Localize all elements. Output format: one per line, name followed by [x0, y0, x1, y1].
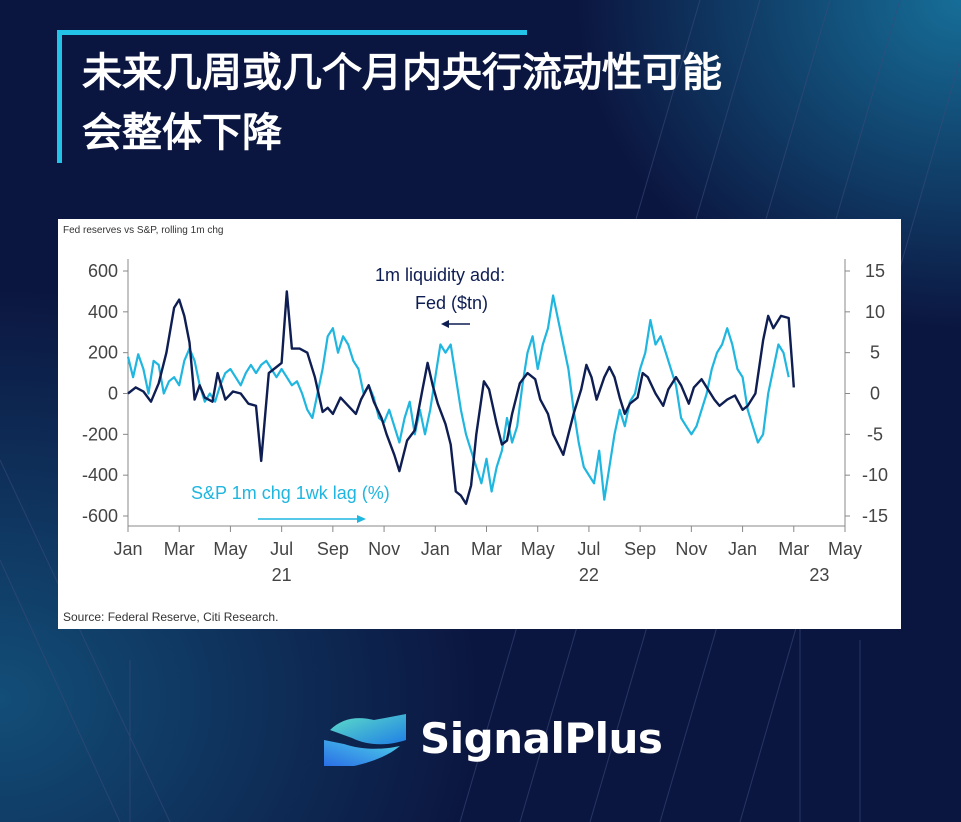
left-tick-label: 600	[88, 261, 118, 281]
left-tick-label: 0	[108, 384, 118, 404]
x-tick-label: Jan	[421, 539, 450, 559]
headline-accent-vbar	[57, 30, 62, 163]
sp-change-line	[126, 294, 790, 501]
left-tick-label: -600	[82, 506, 118, 526]
sp-annotation: S&P 1m chg 1wk lag (%)	[191, 483, 390, 503]
x-tick-label: Jul	[577, 539, 600, 559]
x-tick-label: Jul	[270, 539, 293, 559]
signalplus-logo-icon	[324, 714, 406, 766]
x-tick-label: Sep	[317, 539, 349, 559]
fed-arrowhead	[441, 320, 449, 328]
chart-panel: Fed reserves vs S&P, rolling 1m chg Sour…	[58, 219, 901, 629]
right-tick-label: -15	[862, 506, 888, 526]
headline-line-1: 未来几周或几个月内央行流动性可能	[82, 50, 722, 96]
fed-annotation-line1: 1m liquidity add:	[375, 265, 505, 285]
x-tick-label: Sep	[624, 539, 656, 559]
headline-accent-bar	[57, 30, 527, 35]
x-tick-label: Mar	[778, 539, 809, 559]
right-tick-label: -5	[867, 424, 883, 444]
chart-axes: 600 400 200 0 -200 -400 -600 15 10 5 0 -5 -10 -15 Jan M…	[82, 259, 888, 585]
chart-annotations: 1m liquidity add: Fed ($tn) S&P 1m chg 1…	[191, 265, 505, 523]
left-tick-label: 400	[88, 302, 118, 322]
year-label: 22	[579, 565, 599, 585]
fed-liquidity-line	[127, 290, 795, 505]
headline-line-2: 会整体下降	[82, 110, 282, 156]
left-tick-label: 200	[88, 343, 118, 363]
right-tick-label: 0	[870, 384, 880, 404]
x-tick-label: Mar	[471, 539, 502, 559]
right-tick-label: -10	[862, 465, 888, 485]
chart-lines	[126, 290, 795, 505]
headline: 未来几周或几个月内央行流动性可能 会整体下降	[82, 43, 882, 163]
right-tick-label: 5	[870, 343, 880, 363]
left-tick-label: -200	[82, 424, 118, 444]
left-tick-label: -400	[82, 465, 118, 485]
chart: Fed reserves vs S&P, rolling 1m chg Sour…	[63, 225, 888, 624]
right-tick-label: 15	[865, 261, 885, 281]
x-tick-label: Nov	[368, 539, 400, 559]
fed-annotation-line2: Fed ($tn)	[415, 293, 488, 313]
year-label: 23	[809, 565, 829, 585]
x-tick-label: May	[521, 539, 555, 559]
year-label: 21	[272, 565, 292, 585]
x-tick-label: Nov	[675, 539, 707, 559]
chart-source: Source: Federal Reserve, Citi Research.	[63, 610, 278, 624]
sp-arrowhead	[357, 515, 366, 523]
x-tick-label: May	[828, 539, 862, 559]
x-tick-label: Jan	[728, 539, 757, 559]
x-tick-label: Jan	[113, 539, 142, 559]
right-tick-label: 10	[865, 302, 885, 322]
chart-title: Fed reserves vs S&P, rolling 1m chg	[63, 225, 223, 236]
x-tick-label: May	[213, 539, 247, 559]
brand-name: SignalPlus	[420, 714, 663, 763]
x-tick-label: Mar	[164, 539, 195, 559]
